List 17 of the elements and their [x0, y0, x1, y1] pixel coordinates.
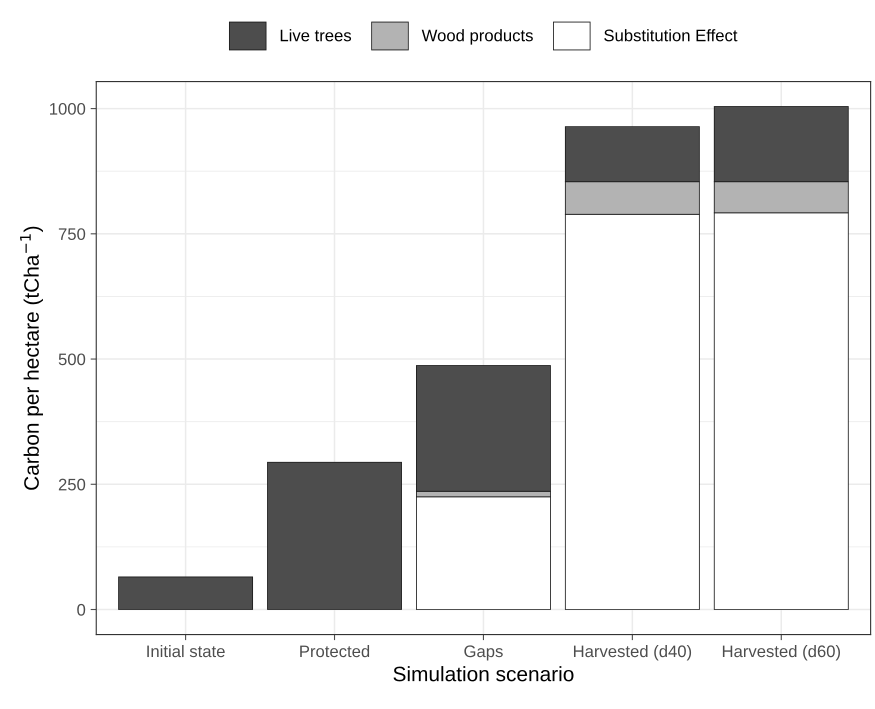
y-tick-label: 250 [58, 478, 86, 490]
y-tick-label: 0 [77, 604, 86, 616]
y-tick-label: 750 [58, 228, 86, 240]
x-axis-title: Simulation scenario [393, 666, 574, 682]
legend-label: Wood products [422, 29, 533, 45]
y-tick-label: 1000 [50, 102, 86, 115]
y-tick-label: 500 [58, 353, 86, 366]
x-tick-label: Protected [300, 644, 370, 658]
y-axis-title: Carbon per hectare (tCha$^{−1}$) [20, 226, 44, 490]
bar [118, 576, 254, 610]
x-tick-label: Initial state [147, 644, 225, 658]
x-tick-label: Harvested (d40) [574, 644, 692, 660]
legend-label: Live trees [280, 29, 352, 42]
bar [267, 462, 402, 610]
legend-label: Substitution Effect [604, 29, 738, 42]
x-tick-label: Harvested (d60) [722, 644, 840, 660]
x-tick-label: Gaps [464, 645, 503, 661]
